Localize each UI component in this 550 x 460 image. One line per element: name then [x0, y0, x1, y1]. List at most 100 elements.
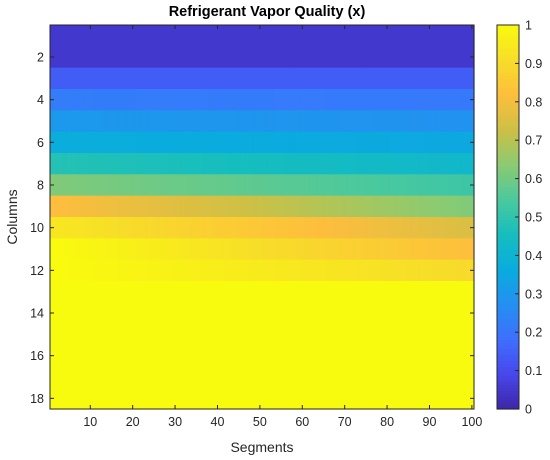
heatmap-cell: [206, 366, 212, 389]
heatmap-cell: [321, 259, 327, 282]
heatmap-cell: [240, 366, 246, 389]
heatmap-cell: [457, 302, 462, 325]
heatmap-cell: [423, 110, 428, 133]
heatmap-cell: [448, 217, 454, 239]
heatmap-cell: [181, 259, 187, 282]
heatmap-cell: [223, 238, 229, 261]
heatmap-cell: [448, 387, 454, 410]
heatmap-cell: [181, 366, 187, 389]
heatmap-cell: [62, 195, 68, 218]
colorbar-swatch: [497, 46, 519, 50]
heatmap-cell: [431, 195, 437, 218]
heatmap-cell: [215, 323, 221, 346]
heatmap-cell: [325, 302, 331, 325]
heatmap-cell: [100, 153, 106, 175]
heatmap-cell: [418, 195, 424, 218]
heatmap-cell: [236, 195, 242, 218]
heatmap-cell: [410, 387, 416, 410]
heatmap-cell: [278, 67, 284, 90]
heatmap-cell: [457, 323, 462, 346]
heatmap-cell: [249, 89, 255, 111]
heatmap-cell: [126, 366, 132, 389]
heatmap-cell: [287, 259, 293, 282]
heatmap-cell: [257, 89, 263, 111]
colorbar-swatch: [497, 367, 519, 371]
heatmap-cell: [308, 131, 314, 154]
heatmap-cell: [410, 238, 416, 261]
heatmap-cell: [368, 131, 373, 154]
heatmap-cell: [83, 46, 89, 69]
heatmap-cell: [253, 46, 259, 69]
colorbar-swatch: [497, 298, 519, 302]
heatmap-cell: [109, 153, 115, 175]
heatmap-cell: [376, 281, 382, 303]
heatmap-cell: [143, 195, 149, 218]
heatmap-cell: [253, 131, 259, 154]
heatmap-cell: [363, 281, 369, 303]
heatmap-cell: [435, 238, 441, 261]
heatmap-cell: [431, 131, 437, 154]
heatmap-cell: [198, 238, 204, 261]
heatmap-cell: [291, 217, 297, 239]
heatmap-cell: [147, 195, 153, 218]
heatmap-cell: [134, 131, 140, 154]
heatmap-cell: [122, 259, 127, 282]
heatmap-cell: [351, 238, 356, 261]
colorbar-swatch: [497, 181, 519, 185]
heatmap-cell: [266, 302, 272, 325]
heatmap-cell: [444, 25, 450, 47]
heatmap-cell: [236, 387, 242, 410]
heatmap-cell: [329, 153, 335, 175]
heatmap-cell: [368, 387, 373, 410]
heatmap-cell: [262, 281, 267, 303]
heatmap-cell: [338, 89, 344, 111]
heatmap-cell: [334, 281, 339, 303]
heatmap-cell: [291, 46, 297, 69]
y-tick-label: 4: [37, 93, 44, 107]
heatmap-cell: [312, 259, 318, 282]
heatmap-cell: [109, 281, 115, 303]
heatmap-cell: [312, 89, 318, 111]
heatmap-cell: [342, 153, 348, 175]
heatmap-cell: [245, 323, 250, 346]
heatmap-cell: [461, 67, 467, 90]
heatmap-cell: [113, 387, 119, 410]
colorbar-swatch: [497, 73, 519, 77]
heatmap-cell: [219, 323, 225, 346]
heatmap-cell: [156, 131, 161, 154]
heatmap-cell: [431, 174, 437, 197]
colorbar-tick-label: 0.3: [525, 287, 542, 301]
heatmap-cell: [109, 259, 115, 282]
colorbar-swatch: [497, 295, 519, 299]
heatmap-cell: [266, 153, 272, 175]
heatmap-cell: [143, 387, 149, 410]
heatmap-cell: [444, 345, 450, 367]
heatmap-cell: [401, 366, 407, 389]
heatmap-cell: [444, 153, 450, 175]
heatmap-cell: [83, 302, 89, 325]
colorbar-swatch: [497, 313, 519, 317]
heatmap-cell: [109, 323, 115, 346]
heatmap-cell: [329, 174, 335, 197]
colorbar-tick-label: 0.5: [525, 211, 542, 225]
y-axis-label: Columns: [4, 189, 20, 244]
heatmap-cell: [384, 345, 390, 367]
heatmap-cell: [338, 67, 344, 90]
heatmap-cell: [300, 217, 305, 239]
heatmap-cell: [359, 366, 365, 389]
heatmap-cell: [304, 195, 310, 218]
heatmap-cell: [75, 259, 81, 282]
heatmap-cell: [287, 174, 293, 197]
heatmap-cell: [105, 366, 110, 389]
heatmap-cell: [100, 131, 106, 154]
heatmap-cell: [418, 387, 424, 410]
heatmap-cell: [457, 110, 462, 133]
heatmap-cell: [249, 25, 255, 47]
heatmap-cell: [249, 110, 255, 133]
heatmap-cell: [452, 174, 458, 197]
heatmap-cell: [317, 46, 322, 69]
heatmap-cell: [380, 153, 386, 175]
colorbar-swatch: [497, 49, 519, 53]
heatmap-cell: [160, 153, 166, 175]
heatmap-cell: [448, 259, 454, 282]
